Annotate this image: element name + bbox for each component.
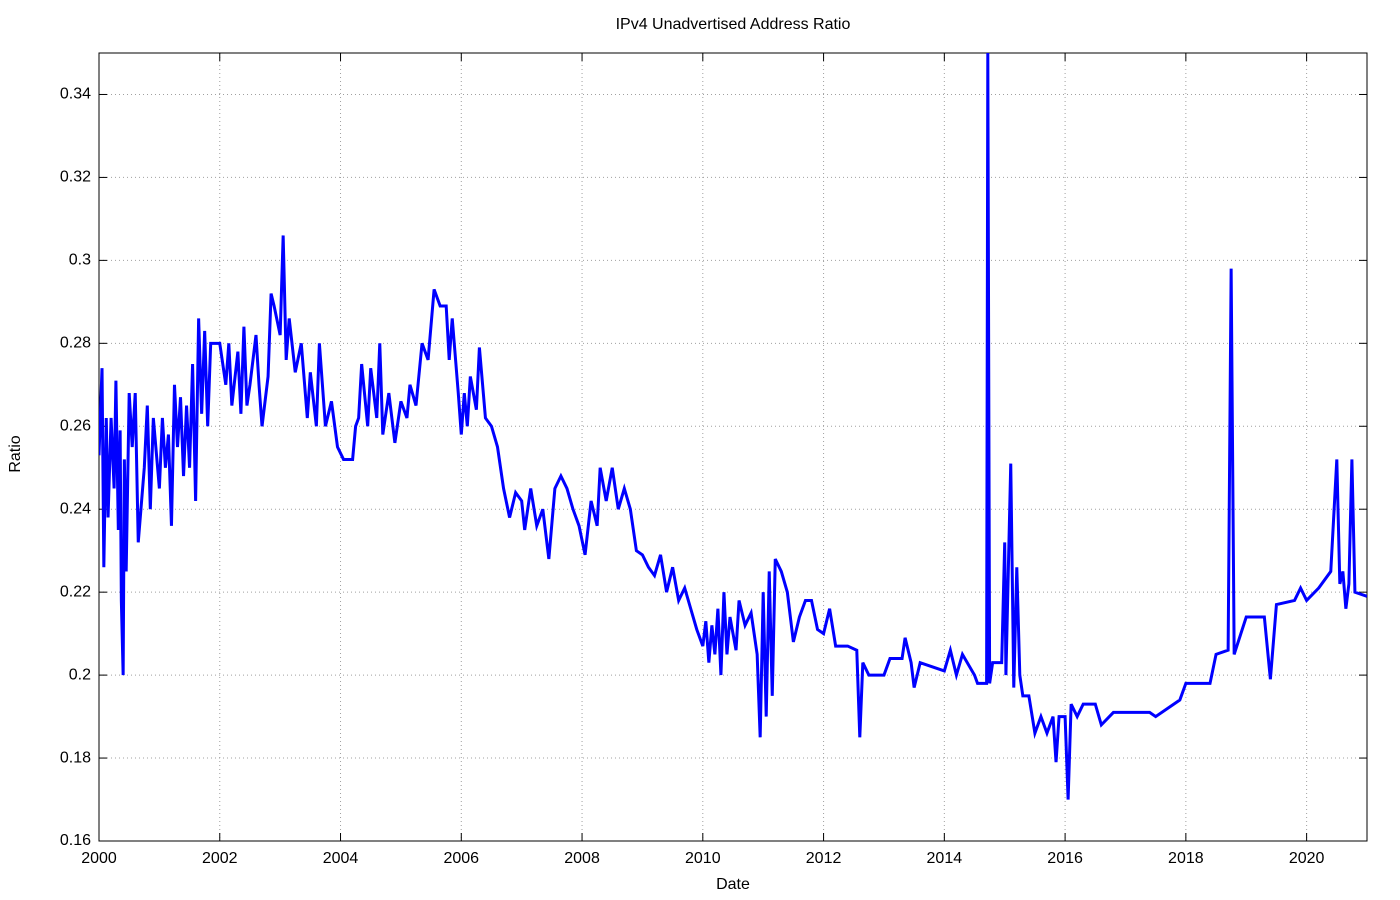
y-tick-label: 0.28 (60, 335, 91, 352)
x-tick-label: 2014 (927, 850, 963, 867)
x-tick-label: 2000 (81, 850, 117, 867)
y-tick-label: 0.3 (69, 252, 91, 269)
y-tick-label: 0.18 (60, 749, 91, 766)
y-axis-label: Ratio (7, 435, 24, 472)
data-line (99, 53, 1367, 800)
y-tick-label: 0.34 (60, 86, 91, 103)
y-tick-label: 0.2 (69, 666, 91, 683)
plot-frame (98, 52, 1368, 842)
y-tick-label: 0.24 (60, 500, 91, 517)
x-tick-label: 2020 (1289, 850, 1325, 867)
y-tick-label: 0.26 (60, 417, 91, 434)
x-tick-label: 2008 (564, 850, 600, 867)
y-tick-label: 0.32 (60, 169, 91, 186)
y-tick-label: 0.22 (60, 583, 91, 600)
x-tick-label: 2004 (323, 850, 359, 867)
y-tick-label: 0.16 (60, 832, 91, 849)
x-tick-label: 2006 (443, 850, 479, 867)
x-tick-label: 2012 (806, 850, 842, 867)
x-tick-label: 2018 (1168, 850, 1204, 867)
x-tick-label: 2002 (202, 850, 238, 867)
x-tick-label: 2010 (685, 850, 721, 867)
x-tick-label: 2016 (1047, 850, 1083, 867)
chart-title: IPv4 Unadvertised Address Ratio (616, 16, 851, 33)
x-axis-label: Date (716, 876, 750, 893)
